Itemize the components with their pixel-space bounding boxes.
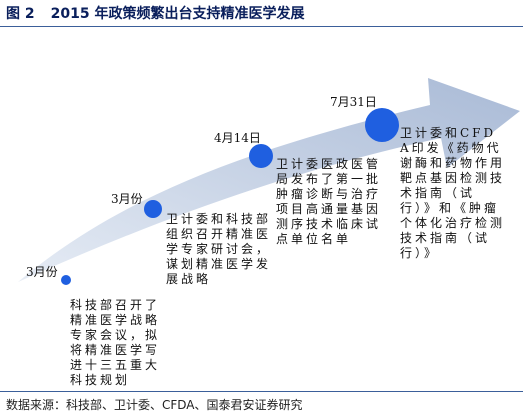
milestone-date-2: 3月份 [111, 192, 143, 206]
figure-header: 图 2 2015 年政策频繁出台支持精准医学发展 [0, 0, 523, 27]
source-footer: 数据来源：科技部、卫计委、CFDA、国泰君安证券研究 [0, 391, 523, 416]
milestone-date-3: 4月14日 [214, 131, 261, 145]
milestone-dot-4 [365, 108, 399, 142]
figure-title: 图 2 2015 年政策频繁出台支持精准医学发展 [6, 3, 304, 23]
timeline-diagram [18, 78, 520, 285]
milestone-text-4: 卫计委和CFDA印发《药物代谢酶和药物作用靶点基因检测技术指南（试行）》和《肿瘤… [400, 126, 506, 260]
figure-title-text: 2015 年政策频繁出台支持精准医学发展 [50, 6, 305, 22]
figure-number: 图 2 [6, 6, 35, 22]
milestone-dot-1 [61, 275, 71, 285]
milestone-dot-3 [249, 144, 273, 168]
milestone-dot-2 [144, 200, 162, 218]
milestone-text-2: 卫计委和科技部组织召开精准医学专家研讨会，谋划精准医学发展战略 [166, 212, 272, 286]
source-text: 数据来源：科技部、卫计委、CFDA、国泰君安证券研究 [6, 398, 303, 412]
milestone-date-4: 7月31日 [330, 95, 377, 109]
milestone-date-1: 3月份 [26, 265, 58, 279]
milestone-text-3: 卫计委医政医管局发布了第一批肿瘤诊断与治疗项目高通量基因测序技术临床试点单位名单 [276, 157, 382, 246]
milestone-text-1: 科技部召开了精准医学战略专家会议，拟将精准医学写进十三五重大科技规划 [70, 298, 161, 387]
